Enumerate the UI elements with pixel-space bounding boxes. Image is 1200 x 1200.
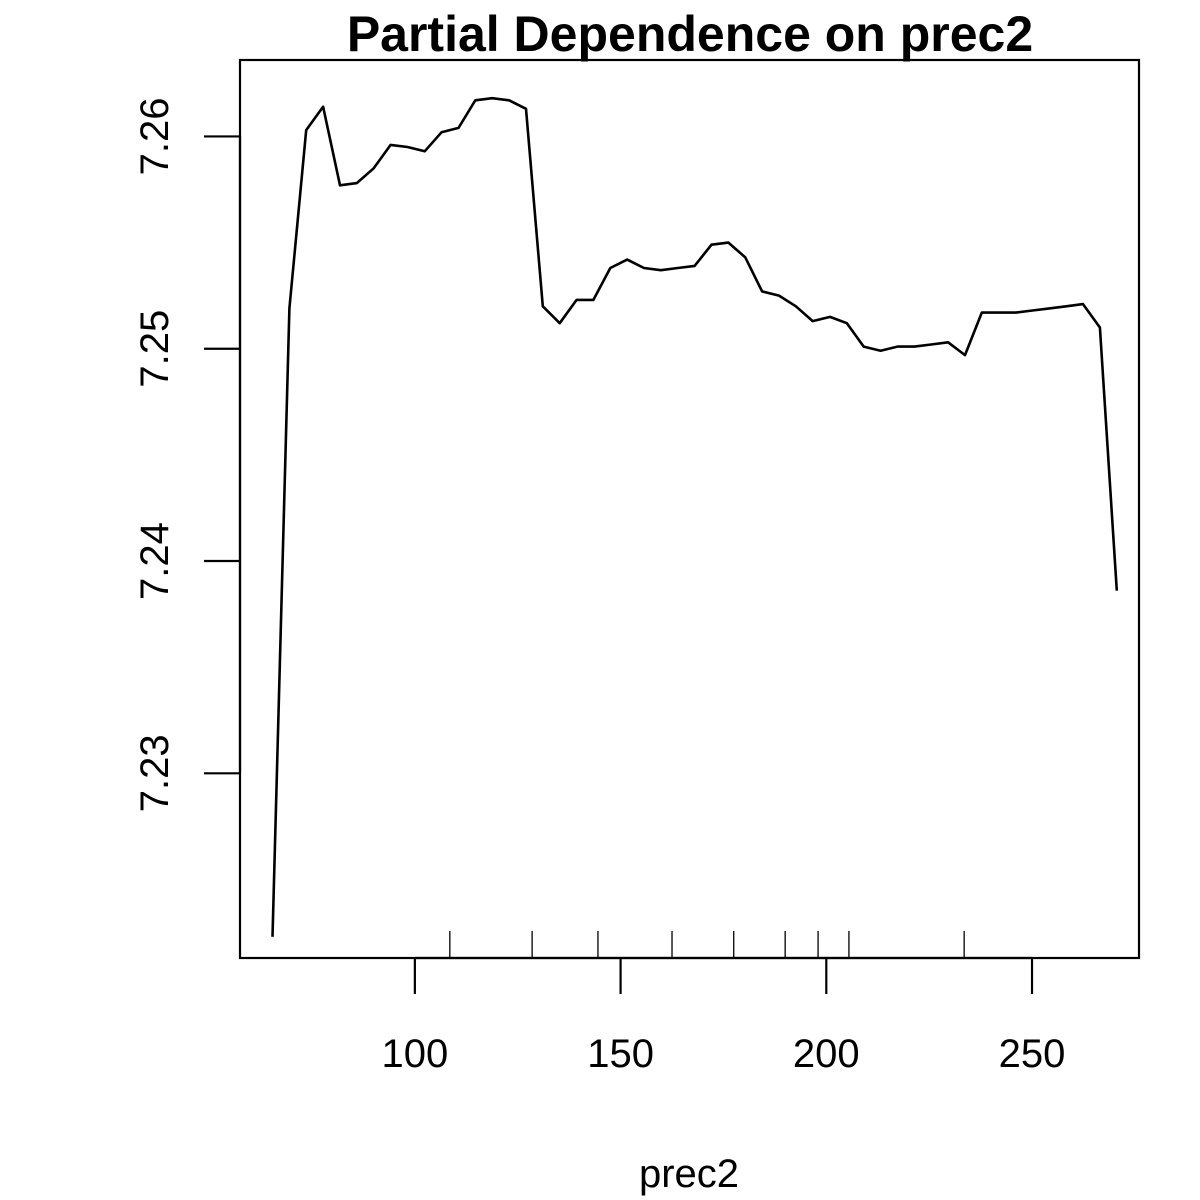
y-tick-label: 7.23 [133,734,177,812]
rug-marks [449,931,965,958]
series-line [271,96,1119,937]
y-tick-label: 7.25 [133,310,177,388]
x-tick-label: 100 [381,1032,448,1076]
y-axis: 7.23 7.24 7.25 7.26 [133,97,242,812]
x-axis-label: prec2 [639,1152,739,1196]
x-tick-label: 150 [587,1032,654,1076]
plot-frame [238,58,1141,960]
series-layer [271,96,1119,937]
chart-title: Partial Dependence on prec2 [347,6,1033,62]
x-axis: 100 150 200 250 [381,956,1066,1076]
y-tick-label: 7.26 [133,97,177,175]
y-tick-label: 7.24 [133,522,177,600]
x-tick-label: 250 [999,1032,1066,1076]
x-tick-label: 200 [793,1032,860,1076]
